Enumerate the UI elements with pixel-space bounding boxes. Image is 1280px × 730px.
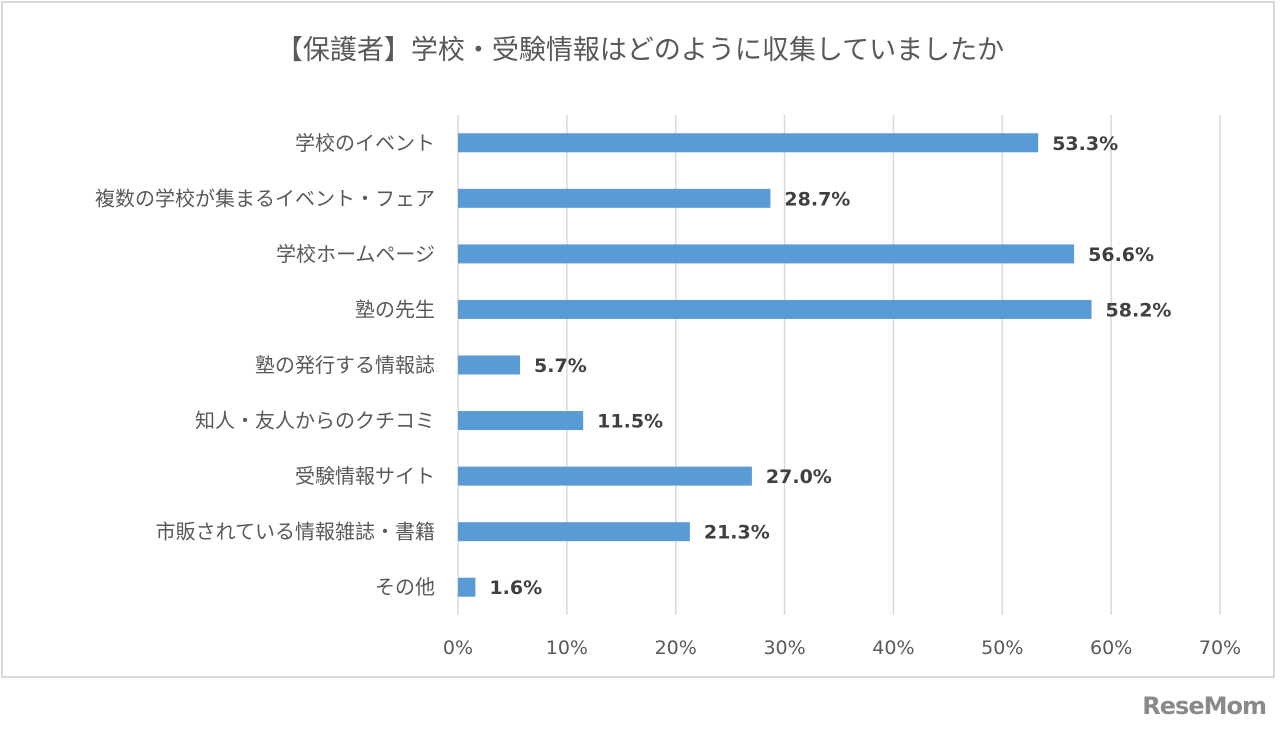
chart-title: 【保護者】学校・受験情報はどのように収集していましたか — [275, 35, 1005, 66]
value-label: 21.3% — [704, 522, 770, 544]
category-label: 塾の発行する情報誌 — [255, 353, 435, 377]
x-tick-label: 40% — [872, 637, 914, 659]
bar — [458, 244, 1075, 264]
bar — [458, 522, 690, 542]
bar — [458, 411, 584, 431]
category-label: 知人・友人からのクチコミ — [195, 409, 435, 433]
category-label: 受験情報サイト — [295, 464, 435, 488]
value-label: 5.7% — [534, 355, 587, 377]
x-tick-label: 50% — [981, 637, 1023, 659]
bar — [458, 355, 521, 375]
chart-frame — [1, 1, 1275, 678]
value-label: 11.5% — [597, 411, 663, 433]
x-tick-label: 30% — [763, 637, 805, 659]
category-label: その他 — [375, 575, 435, 599]
x-tick-label: 20% — [655, 637, 697, 659]
value-label: 58.2% — [1106, 299, 1172, 321]
value-label: 27.0% — [766, 466, 832, 488]
bar — [458, 188, 771, 208]
bar — [458, 466, 752, 486]
bar — [458, 299, 1092, 319]
x-tick-label: 0% — [443, 637, 473, 659]
x-tick-label: 70% — [1199, 637, 1241, 659]
category-label: 学校のイベント — [295, 131, 435, 155]
value-label: 1.6% — [489, 577, 542, 599]
bar — [458, 133, 1039, 153]
value-label: 53.3% — [1052, 133, 1118, 155]
category-label: 学校ホームページ — [276, 242, 435, 266]
category-label: 複数の学校が集まるイベント・フェア — [95, 186, 435, 210]
value-label: 56.6% — [1088, 244, 1154, 266]
x-tick-label: 10% — [546, 637, 588, 659]
category-label: 塾の先生 — [355, 297, 435, 321]
value-label: 28.7% — [784, 188, 850, 210]
x-tick-label: 60% — [1090, 637, 1132, 659]
category-label: 市販されている情報雑誌・書籍 — [156, 520, 435, 544]
bar — [458, 577, 476, 597]
resemom-logo: ReseMom — [1142, 692, 1267, 720]
